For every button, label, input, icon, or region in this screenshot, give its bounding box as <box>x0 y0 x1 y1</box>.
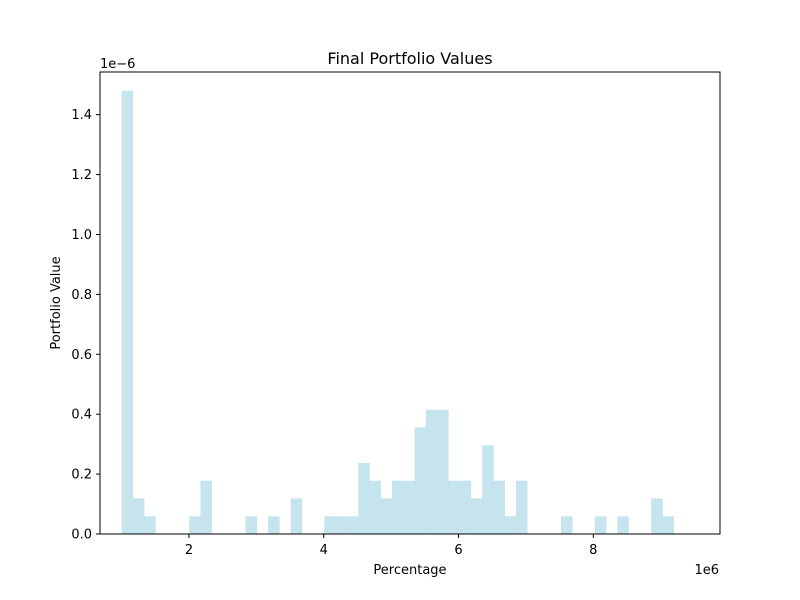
y-tick-label: 0.4 <box>71 408 92 423</box>
histogram-bar <box>268 516 280 534</box>
x-tick-label: 4 <box>320 543 328 558</box>
y-tick-label: 0.0 <box>71 528 92 543</box>
histogram-bar <box>403 480 415 534</box>
histogram-bar <box>504 516 517 534</box>
histogram-bar <box>651 498 663 534</box>
histogram-bar <box>425 409 438 534</box>
histogram-bar <box>144 516 156 534</box>
y-tick-label: 1.4 <box>71 108 92 123</box>
chart-title: Final Portfolio Values <box>327 49 492 68</box>
plot-frame <box>99 71 721 535</box>
histogram-bar <box>391 480 404 534</box>
histogram-bar <box>448 480 460 534</box>
histogram-bar <box>200 480 213 534</box>
y-axis-label: Portfolio Value <box>49 256 64 349</box>
histogram-bar <box>380 498 393 534</box>
x-tick-label: 8 <box>589 543 597 558</box>
histogram-bar <box>437 409 449 534</box>
histogram-bar <box>189 516 201 534</box>
histogram-bar <box>290 498 303 534</box>
histogram-bar <box>346 516 359 534</box>
x-axis-offset-label: 1e6 <box>694 563 719 578</box>
histogram-bar <box>662 516 674 534</box>
histogram-bar <box>561 516 573 534</box>
axes-layer: 2 4 6 8 0.0 0.2 0.4 0.6 0.8 1.0 1.2 1.4 <box>71 71 721 558</box>
y-tick-label: 0.6 <box>71 348 92 363</box>
histogram-bar <box>121 90 134 534</box>
histogram-bar <box>470 498 483 534</box>
histogram-bar <box>594 516 607 534</box>
histogram-bar <box>459 480 472 534</box>
bars-layer <box>121 90 674 534</box>
histogram-bar <box>245 516 258 534</box>
histogram-bar <box>358 463 370 534</box>
histogram-bar <box>414 427 427 534</box>
histogram-bar <box>324 516 336 534</box>
y-tick-label: 1.2 <box>71 168 92 183</box>
histogram-bar <box>482 445 494 534</box>
y-tick-label: 1.0 <box>71 228 92 243</box>
y-axis-offset-label: 1e−6 <box>100 57 135 72</box>
histogram-bar <box>369 480 382 534</box>
histogram-bar <box>617 516 629 534</box>
y-tick-label: 0.2 <box>71 468 92 483</box>
x-tick-label: 6 <box>454 543 462 558</box>
y-tick-label: 0.8 <box>71 288 92 303</box>
histogram-bar <box>335 516 348 534</box>
histogram-bar <box>515 480 528 534</box>
x-axis-label: Percentage <box>373 563 446 578</box>
histogram-bar <box>493 480 505 534</box>
x-tick-label: 2 <box>185 543 193 558</box>
histogram-bar <box>132 498 145 534</box>
